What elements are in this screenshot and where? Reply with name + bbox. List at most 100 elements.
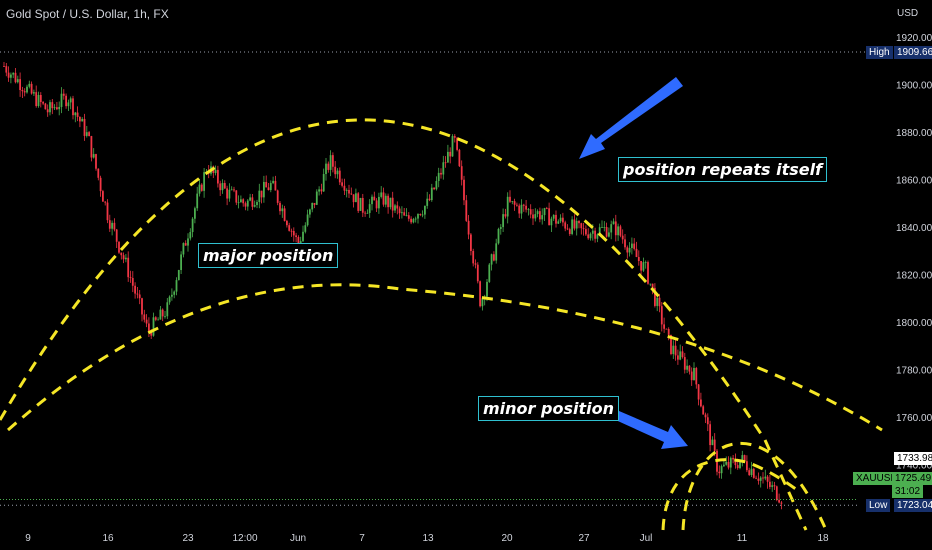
- candle: [235, 190, 238, 206]
- candle: [755, 475, 757, 480]
- candle: [419, 213, 422, 217]
- candle: [775, 485, 778, 502]
- candle: [467, 215, 470, 240]
- candle: [566, 224, 569, 231]
- candle: [198, 178, 201, 197]
- x-tick-label: 18: [817, 533, 829, 544]
- candle: [587, 228, 590, 240]
- candle: [44, 102, 47, 110]
- candle: [426, 191, 429, 209]
- candle: [168, 295, 171, 305]
- candle: [631, 237, 633, 255]
- candle: [732, 455, 734, 464]
- candle: [414, 216, 417, 223]
- candle: [681, 346, 684, 359]
- candle: [276, 189, 279, 206]
- candle: [357, 192, 360, 213]
- candle: [200, 183, 203, 192]
- candle: [72, 95, 74, 120]
- candle: [509, 190, 511, 204]
- candle: [122, 252, 125, 264]
- x-tick-label: 13: [422, 533, 434, 544]
- candle: [279, 201, 281, 215]
- candle: [228, 183, 231, 202]
- candle: [679, 344, 682, 361]
- candle: [550, 216, 553, 233]
- x-tick-label: 11: [737, 533, 748, 544]
- candle: [46, 104, 49, 117]
- candle: [35, 85, 38, 108]
- candle: [288, 222, 291, 232]
- candle: [320, 183, 323, 195]
- candle: [391, 191, 394, 218]
- candle: [175, 277, 178, 296]
- candle: [658, 293, 661, 313]
- candle: [384, 193, 387, 208]
- candle: [470, 233, 472, 256]
- candle: [81, 117, 84, 122]
- candle: [488, 263, 491, 283]
- candle: [647, 260, 649, 285]
- candle: [380, 186, 383, 199]
- candle: [780, 501, 783, 510]
- candle: [759, 476, 762, 488]
- candle: [702, 404, 705, 415]
- candle: [382, 187, 385, 207]
- candle: [463, 175, 465, 206]
- candle: [106, 199, 109, 224]
- candle: [449, 147, 452, 164]
- candle: [614, 214, 617, 242]
- y-tick-label: 1820.00: [896, 271, 932, 282]
- candle: [562, 212, 564, 227]
- candle: [706, 413, 709, 432]
- x-tick-label: Jun: [290, 533, 306, 544]
- candle: [368, 199, 371, 218]
- candle: [433, 187, 435, 191]
- y-tick-label: 1900.00: [896, 81, 932, 92]
- candle: [663, 317, 665, 333]
- candle: [159, 305, 162, 320]
- candle: [536, 209, 539, 218]
- candle: [493, 251, 495, 262]
- candle: [251, 193, 254, 211]
- candle: [548, 202, 550, 226]
- candle: [442, 155, 445, 180]
- candle: [460, 160, 463, 186]
- candle: [21, 86, 24, 98]
- candle: [424, 205, 426, 219]
- candle: [120, 252, 123, 260]
- candle: [520, 199, 523, 219]
- candle: [97, 168, 100, 181]
- candle: [677, 349, 679, 365]
- candle: [644, 260, 647, 269]
- candle: [274, 175, 277, 191]
- candle: [371, 194, 373, 211]
- candle: [762, 472, 764, 484]
- candle: [555, 210, 557, 228]
- candle: [495, 238, 498, 264]
- candle: [131, 271, 134, 293]
- low-label: Low: [866, 499, 891, 512]
- candle: [99, 175, 102, 197]
- x-tick-label: 20: [501, 533, 513, 544]
- candle: [336, 168, 339, 179]
- candle: [240, 195, 242, 203]
- candle: [118, 241, 120, 254]
- candle: [612, 218, 615, 225]
- candle: [309, 208, 311, 218]
- x-tick-label: 27: [578, 533, 590, 544]
- candle: [506, 192, 509, 224]
- candle: [575, 217, 578, 236]
- candle: [253, 200, 256, 208]
- candle: [113, 218, 116, 232]
- candle: [23, 88, 26, 97]
- candle: [318, 186, 320, 196]
- symbol-tag: XAUUSD: [853, 472, 901, 485]
- candle: [532, 208, 534, 226]
- candle: [313, 202, 316, 209]
- candle: [398, 206, 401, 219]
- candle: [601, 220, 603, 228]
- candle: [90, 135, 93, 162]
- candle: [619, 224, 622, 238]
